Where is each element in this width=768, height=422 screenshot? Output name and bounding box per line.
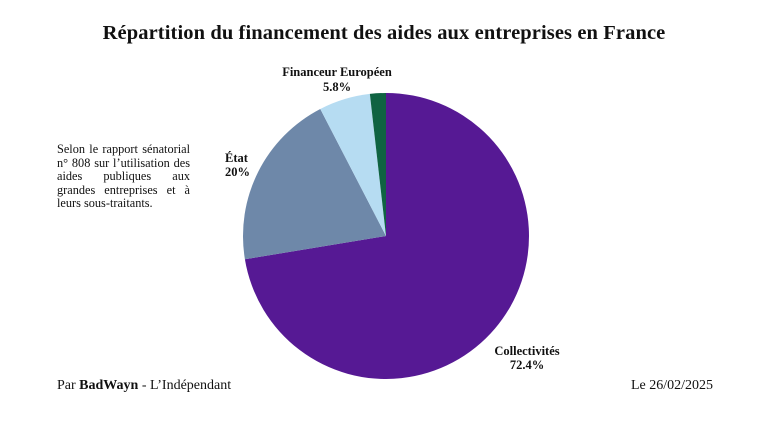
slice-value-etat: 20%: [225, 165, 250, 179]
source-note: Selon le rapport sénatorial n° 808 sur l…: [57, 142, 190, 211]
pie-slices: [242, 93, 529, 379]
byline: Par BadWayn - L’Indépendant: [57, 378, 231, 394]
slice-label-etat: État: [225, 151, 249, 165]
slice-value-collectivites: 72.4%: [510, 358, 544, 372]
byline-publication: - L’Indépendant: [138, 378, 232, 393]
byline-author: BadWayn: [79, 378, 139, 393]
slice-label-collectivites: Collectivités: [494, 344, 559, 358]
pie-slice-etat: [242, 109, 386, 260]
chart-title: Répartition du financement des aides aux…: [102, 22, 666, 44]
slice-value-financeur-europeen: 5.8%: [323, 80, 351, 94]
pie-slice-unlabeled-3: [369, 93, 386, 236]
pie-slice-financeur-europeen: [320, 93, 386, 236]
publication-date: Le 26/02/2025: [630, 378, 713, 393]
slice-label-financeur-europeen: Financeur Européen: [282, 65, 392, 79]
byline-prefix: Par: [57, 378, 80, 393]
pie-slice-collectivites: [244, 93, 529, 379]
